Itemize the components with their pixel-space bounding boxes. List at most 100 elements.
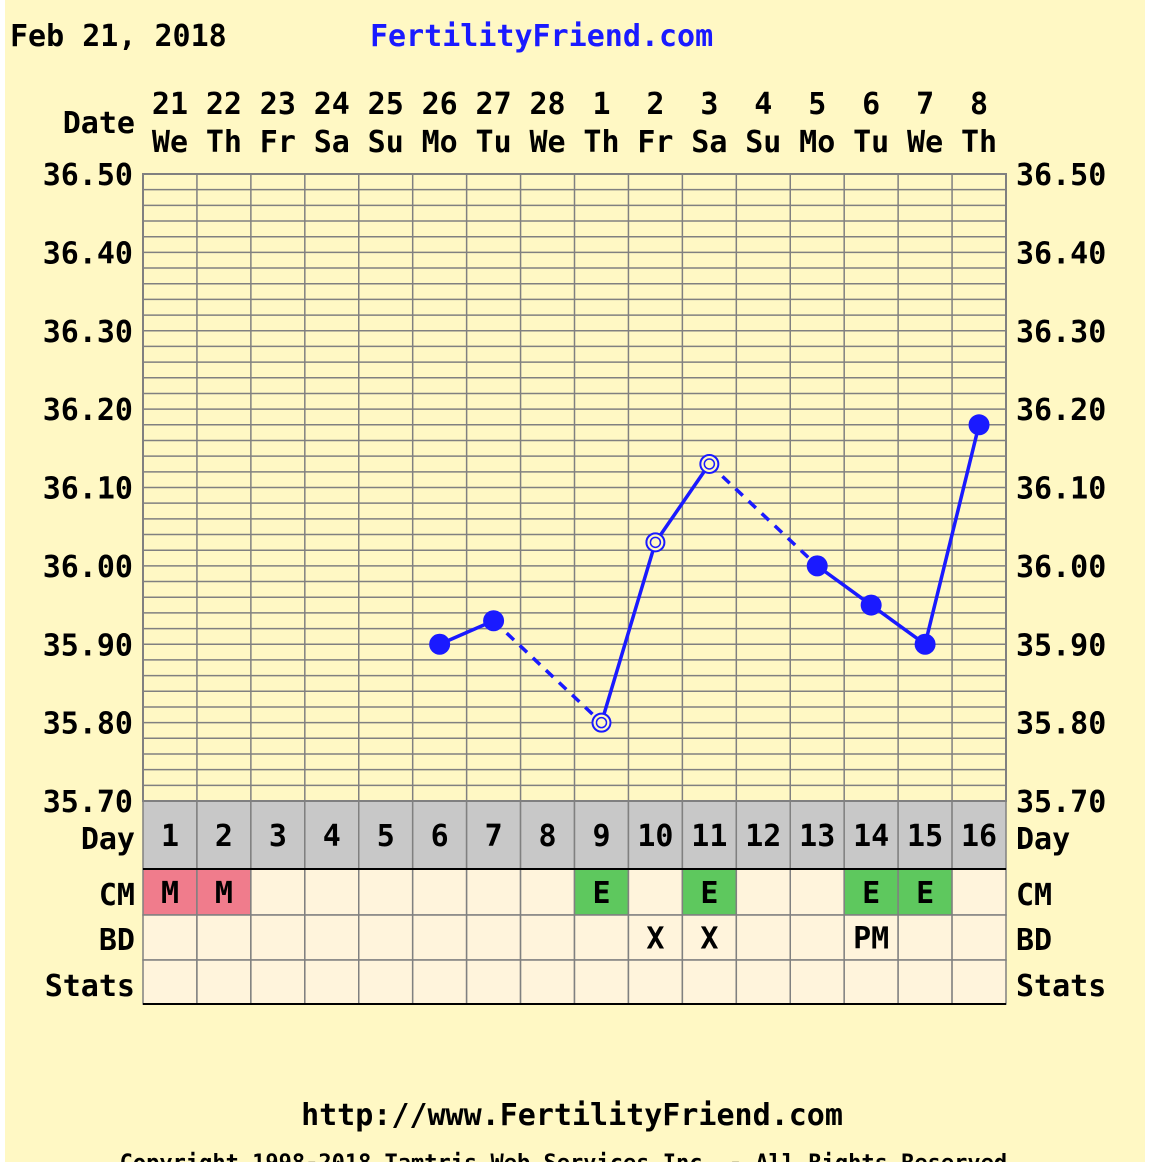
date-labels: 21We22Th23Fr24Sa25Su26Mo27Tu28We1Th2Fr3S… [152,87,997,160]
y-tick-right: 36.40 [1016,236,1106,271]
temp-point-open [699,453,720,474]
stats-cell [627,959,684,1005]
cm-cell [627,868,684,916]
temp-point-open-inner [595,716,608,729]
bd-cell [304,914,360,961]
day-cell [519,800,576,870]
series-segment [816,564,873,607]
y-tick-right: 35.70 [1016,785,1106,820]
day-label-right: Day [1016,822,1070,857]
day-value: 5 [377,819,395,854]
day-value: 7 [485,819,503,854]
y-axis-right: 36.50 36.40 36.30 36.20 36.10 36.00 35.90 35.80… [1016,158,1106,820]
day-value: 8 [539,819,557,854]
stats-cell [951,959,1007,1005]
day-value: 6 [431,819,449,854]
bd-cell [897,914,953,961]
cm-value: E [700,876,718,911]
day-value: 14 [853,819,889,854]
day-value: 11 [691,819,727,854]
bd-cell [681,914,738,961]
y-tick-left: 36.40 [43,236,133,271]
day-cell [789,800,845,870]
stats-cell [897,959,953,1005]
date-label-8: 28 [529,87,565,122]
date-label-15: 7 [916,87,934,122]
data-rows: 1 2 3 4 5 6 7 8 9 10 11 12 13 14 15 16M M E E E EX X PM [142,800,1007,1005]
weekday-label-13: Mo [799,125,835,160]
date-label-4: 24 [314,87,350,122]
series-segment [708,462,819,568]
temp-point-open [591,712,612,733]
footer-copyright: Copyright 1998-2018 Tamtris Web Services… [120,1151,1021,1162]
temp-point [914,633,936,655]
y-tick-right: 36.50 [1016,158,1106,193]
weekday-label-4: Sa [314,125,350,160]
date-label-7: 27 [476,87,512,122]
bd-cell [789,914,845,961]
series-segment [492,619,603,724]
weekday-label-16: Th [961,125,997,160]
bd-cell [142,914,198,961]
date-label-3: 23 [260,87,296,122]
cm-value: E [916,876,934,911]
cm-cell [519,868,576,916]
cm-label-right: CM [1016,878,1052,913]
y-tick-right: 36.20 [1016,393,1106,428]
date-label-13: 5 [808,87,826,122]
y-axis-left: 36.50 36.40 36.30 36.20 36.10 36.00 35.90 35.80… [43,158,133,820]
stats-label-right: Stats [1016,969,1106,1004]
day-cell [897,800,953,870]
y-tick-right: 35.80 [1016,707,1106,742]
weekday-label-7: Tu [476,125,512,160]
series-segment [870,603,927,646]
day-value: 13 [799,819,835,854]
stats-cell [411,959,468,1005]
bd-cell [951,914,1007,961]
weekday-label-14: Tu [853,125,889,160]
y-tick-right: 36.10 [1016,472,1106,507]
stats-cell [142,959,198,1005]
stats-cell [843,959,899,1005]
day-value: 9 [592,819,610,854]
weekday-label-15: We [907,125,943,160]
y-tick-left: 36.30 [43,315,133,350]
day-value: 12 [745,819,781,854]
cm-value: M [161,876,179,911]
cm-cell [304,868,360,916]
cm-value: M [215,876,233,911]
weekday-label-6: Mo [422,125,458,160]
bd-cell [519,914,576,961]
weekday-label-10: Fr [637,125,673,160]
date-label-11: 3 [700,87,718,122]
date-label-16: 8 [970,87,988,122]
bd-value: X [700,922,718,957]
temp-point-open-inner [703,458,716,470]
day-value: 15 [907,819,943,854]
stats-cell [304,959,360,1005]
series-segment [923,424,981,645]
cm-value: E [592,876,610,911]
cm-cell [411,868,468,916]
stats-cell [358,959,414,1005]
weekday-label-3: Fr [260,125,296,160]
bd-value: PM [853,922,889,957]
y-tick-left: 35.90 [43,628,133,663]
day-value: 2 [215,819,233,854]
stats-cell [789,959,845,1005]
y-tick-right: 36.30 [1016,315,1106,350]
date-label: Date [63,106,135,141]
day-value: 16 [961,819,997,854]
bd-cell [196,914,252,961]
stats-cell [250,959,306,1005]
chart-date: Feb 21, 2018 [10,19,227,54]
temp-point [429,633,451,655]
plot-grid [142,173,1007,802]
bd-cell [465,914,522,961]
cm-cell [789,868,845,916]
temp-point [806,555,828,577]
footer-url[interactable]: http://www.FertilityFriend.com [301,1098,843,1133]
bd-label-left: BD [99,923,135,958]
cm-value: E [862,876,880,911]
